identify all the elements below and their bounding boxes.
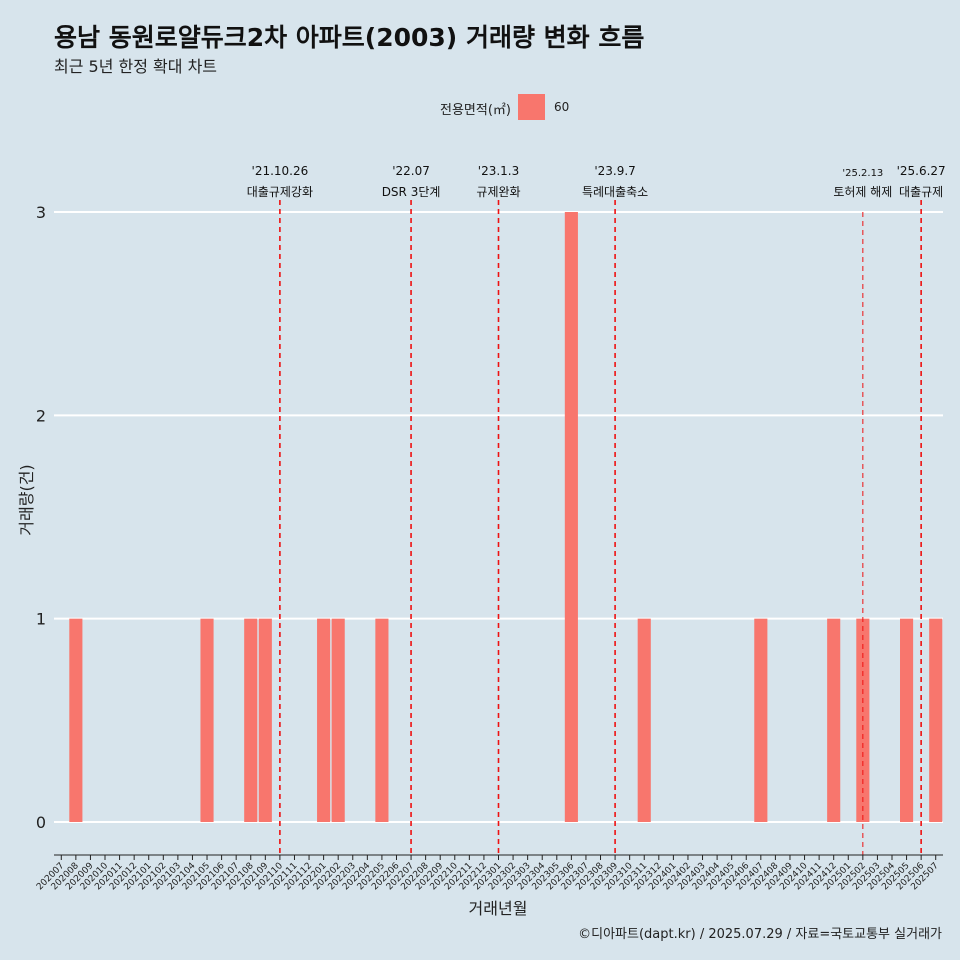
chart-title: 용남 동원로얄듀크2차 아파트(2003) 거래량 변화 흐름 — [54, 23, 645, 52]
y-tick-label: 3 — [36, 203, 46, 222]
bar-202407 — [754, 618, 768, 822]
annotation-date: '21.10.26 — [252, 164, 309, 178]
bar-202205 — [375, 618, 389, 822]
legend-title: 전용면적(㎡) — [440, 103, 511, 118]
annotation-lines — [279, 200, 922, 855]
annotation-date: '22.07 — [392, 164, 430, 178]
bar-202108 — [244, 618, 258, 822]
caption: ©디아파트(dapt.kr) / 2025.07.29 / 자료=국토교통부 실… — [578, 927, 942, 942]
y-tick-labels: 0 1 2 3 — [36, 203, 46, 832]
bar-202306 — [564, 212, 578, 822]
bar-202008 — [69, 618, 83, 822]
annotation-label: 토허제 해제 — [833, 185, 892, 199]
annotation-label: 대출규제 — [899, 185, 943, 199]
y-axis-title: 거래량(건) — [17, 464, 36, 535]
bar-202201 — [317, 618, 331, 822]
y-tick-label: 2 — [36, 406, 46, 425]
annotation-label: DSR 3단계 — [382, 185, 441, 199]
annotation-labels: '21.10.26 대출규제강화 '22.07 DSR 3단계 '23.1.3 규제완화 '… — [247, 164, 946, 199]
bar-202507 — [929, 618, 943, 822]
annotation-label: 대출규제강화 — [247, 185, 313, 199]
annotation-date: '23.9.7 — [594, 164, 635, 178]
bar-202311 — [637, 618, 651, 822]
annotation-date: '23.1.3 — [478, 164, 519, 178]
y-tick-label: 0 — [36, 813, 46, 832]
bar-202202 — [331, 618, 345, 822]
x-axis: 2020072020082020092020102020112020122021… — [35, 854, 943, 892]
annotation-date: '25.2.13 — [842, 168, 883, 179]
bar-202412 — [827, 618, 841, 822]
annotation-label: 특례대출축소 — [582, 185, 648, 199]
bars — [69, 212, 943, 822]
bar-202505 — [900, 618, 914, 822]
legend-key-60 — [518, 94, 545, 120]
annotation-date: '25.6.27 — [897, 164, 946, 178]
x-axis-title: 거래년월 — [469, 899, 528, 918]
chart-subtitle: 최근 5년 한정 확대 차트 — [54, 57, 218, 76]
y-tick-label: 1 — [36, 610, 46, 629]
legend: 전용면적(㎡) 60 — [0, 93, 960, 121]
annotation-label: 규제완화 — [476, 185, 520, 199]
legend-label-60: 60 — [554, 100, 570, 114]
bar-202105 — [200, 618, 214, 822]
bar-202109 — [258, 618, 272, 822]
